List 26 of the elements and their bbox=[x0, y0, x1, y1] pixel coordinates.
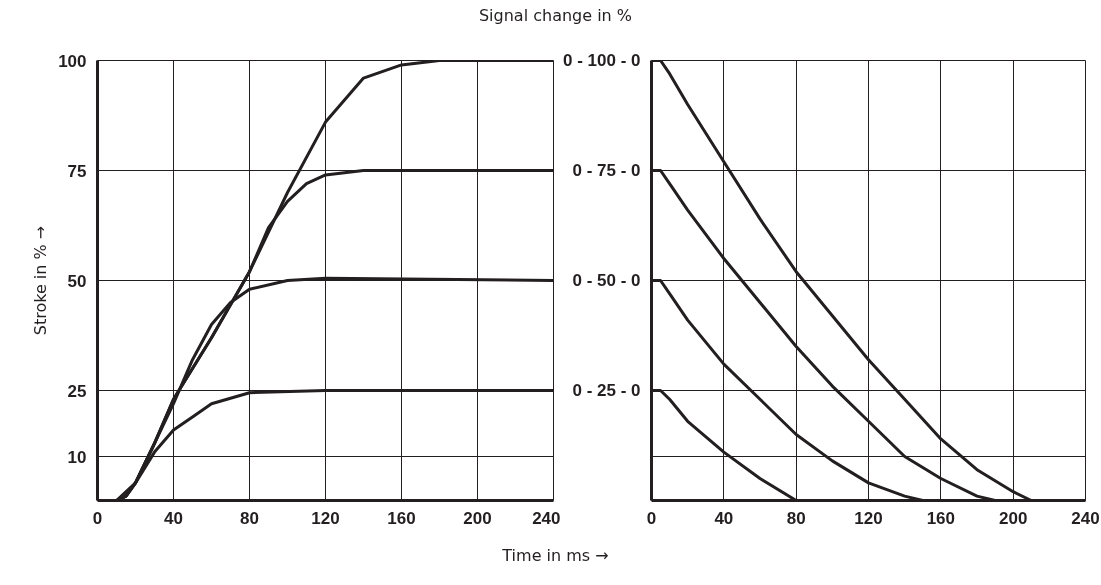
text: 0 - 25 - 0 bbox=[572, 381, 641, 400]
x-tick-label: 0 bbox=[646, 508, 657, 528]
x-tick-label: 120 bbox=[854, 508, 883, 528]
y-tick-label: 10 bbox=[67, 447, 87, 467]
y-tick-label: 50 bbox=[67, 271, 87, 291]
text: 0 - 50 - 0 bbox=[572, 271, 641, 290]
chart-title: Signal change in % bbox=[478, 5, 633, 27]
x-tick-label: 80 bbox=[240, 508, 259, 528]
x-tick-label: 200 bbox=[998, 508, 1028, 528]
x-tick-label: 40 bbox=[164, 508, 183, 528]
x-tick-label: 160 bbox=[387, 508, 416, 528]
x-tick-label: 200 bbox=[463, 508, 492, 528]
x-axis-title: Time in ms → bbox=[502, 545, 609, 567]
y-axis-title: Stroke in % → bbox=[31, 225, 51, 336]
x-tick-label: 80 bbox=[786, 508, 806, 528]
text: 0 - 100 - 0 bbox=[563, 51, 641, 70]
y-tick-label: 100 bbox=[58, 51, 87, 71]
y-tick-label: 25 bbox=[67, 381, 87, 401]
x-tick-label: 160 bbox=[926, 508, 956, 528]
x-tick-label: 120 bbox=[311, 508, 340, 528]
x-tick-label: 240 bbox=[532, 508, 561, 528]
y-tick-label: 75 bbox=[67, 161, 87, 181]
x-tick-label: 40 bbox=[714, 508, 734, 528]
x-tick-label: 0 bbox=[92, 508, 103, 528]
text: 0 - 75 - 0 bbox=[572, 161, 641, 180]
x-tick-label: 240 bbox=[1071, 508, 1100, 528]
